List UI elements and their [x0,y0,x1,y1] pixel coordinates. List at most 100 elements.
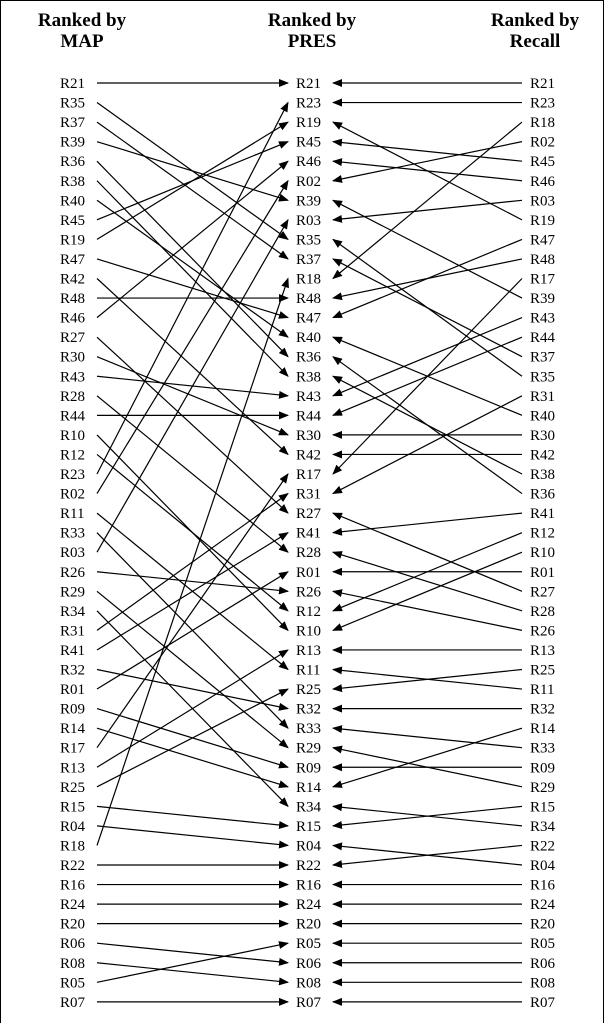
pres-label-r37: R37 [296,252,322,268]
pres-label-r33: R33 [296,721,321,737]
recall-label-r42: R42 [530,447,555,463]
map-label-r06: R06 [60,936,86,952]
map-label-r32: R32 [60,663,85,679]
pres-label-r31: R31 [296,487,321,503]
pres-label-r16: R16 [296,878,322,894]
pres-label-r17: R17 [296,467,322,483]
map-label-r10: R10 [60,428,85,444]
map-label-r03: R03 [60,545,85,561]
arrow-recall-to-pres-r31 [332,395,523,495]
header-pres: Ranked by PRES [252,10,372,52]
map-label-r21: R21 [60,76,85,92]
pres-label-r40: R40 [296,330,321,346]
header-recall: Ranked by Recall [470,10,600,52]
pres-label-r03: R03 [296,213,321,229]
recall-label-r35: R35 [530,369,555,385]
recall-label-r27: R27 [530,584,556,600]
arrow-map-to-pres-r39 [96,141,289,202]
arrow-map-to-pres-r04 [96,825,289,849]
pres-label-r46: R46 [296,154,322,170]
arrow-map-to-pres-r42 [96,278,289,456]
arrow-map-to-pres-r46 [96,160,289,319]
connector-lines [96,79,523,1006]
map-label-r28: R28 [60,389,85,405]
arrow-recall-to-pres-r19 [332,121,523,221]
pres-label-r26: R26 [296,584,322,600]
recall-label-r34: R34 [530,819,556,835]
map-label-r26: R26 [60,565,86,581]
arrow-map-to-pres-r01 [96,571,289,690]
arrow-map-to-pres-r05 [96,941,289,983]
arrow-recall-to-pres-r27 [332,512,523,592]
header-map-line2: MAP [60,31,104,52]
recall-label-r21: R21 [530,76,555,92]
pres-label-r29: R29 [296,741,321,757]
pres-label-r18: R18 [296,272,321,288]
pres-label-r21: R21 [296,76,321,92]
arrow-recall-to-pres-r33 [332,725,523,749]
recall-label-r31: R31 [530,389,555,405]
arrow-recall-to-pres-r11 [332,666,523,690]
arrow-recall-to-pres-r18 [332,121,523,280]
header-recall-line2: Recall [509,31,561,52]
arrow-map-to-pres-r03 [96,218,289,553]
map-label-r41: R41 [60,643,85,659]
pres-label-r42: R42 [296,447,321,463]
recall-label-r32: R32 [530,702,555,718]
map-label-r42: R42 [60,272,85,288]
pres-label-r34: R34 [296,799,322,815]
arrow-map-to-pres-r23 [96,101,289,475]
pres-label-r10: R10 [296,623,321,639]
recall-label-r25: R25 [530,663,555,679]
recall-label-r12: R12 [530,526,555,542]
map-label-r15: R15 [60,799,85,815]
arrow-map-to-pres-r13 [96,649,289,768]
map-label-r40: R40 [60,193,85,209]
pres-label-r13: R13 [296,643,321,659]
pres-label-r20: R20 [296,917,321,933]
recall-label-r28: R28 [530,604,555,620]
recall-label-r39: R39 [530,291,555,307]
pres-label-r08: R08 [296,975,321,991]
map-label-r29: R29 [60,584,85,600]
header-pres-line1: Ranked by [267,10,357,31]
arrow-map-to-pres-r27 [96,336,289,514]
header-map-line1: Ranked by [37,10,127,31]
arrow-recall-to-pres-r03 [332,199,523,223]
pres-label-r25: R25 [296,682,321,698]
map-label-r14: R14 [60,721,86,737]
arrow-map-to-pres-r36 [96,160,289,358]
arrow-map-to-pres-r06 [96,942,289,966]
recall-label-r48: R48 [530,252,555,268]
arrow-recall-to-pres-r35 [332,238,523,377]
recall-label-r22: R22 [530,838,555,854]
map-label-r17: R17 [60,741,86,757]
arrow-map-to-pres-r15 [96,805,289,829]
arrow-recall-to-pres-r10 [332,551,523,631]
recall-label-r03: R03 [530,193,555,209]
map-label-r45: R45 [60,213,85,229]
pres-label-r39: R39 [296,193,321,209]
recall-label-r08: R08 [530,975,555,991]
header-recall-line1: Ranked by [490,10,580,31]
arrow-recall-to-pres-r04 [332,842,523,866]
pres-label-r12: R12 [296,604,321,620]
map-label-r33: R33 [60,526,85,542]
map-label-r02: R02 [60,487,85,503]
pres-label-r43: R43 [296,389,321,405]
pres-label-r35: R35 [296,232,321,248]
arrow-map-to-pres-r38 [96,180,289,377]
map-label-r44: R44 [60,408,86,424]
arrow-map-to-pres-r17 [96,473,289,749]
arrow-map-to-pres-r14 [96,727,289,788]
arrow-recall-to-pres-r48 [332,258,523,301]
recall-label-r04: R04 [530,858,556,874]
arrow-recall-to-pres-r43 [332,317,523,397]
pres-label-r05: R05 [296,936,321,952]
recall-label-r19: R19 [530,213,555,229]
pres-label-r32: R32 [296,702,321,718]
recall-label-r16: R16 [530,878,556,894]
arrow-recall-to-pres-r28 [332,551,523,612]
recall-label-r06: R06 [530,956,556,972]
